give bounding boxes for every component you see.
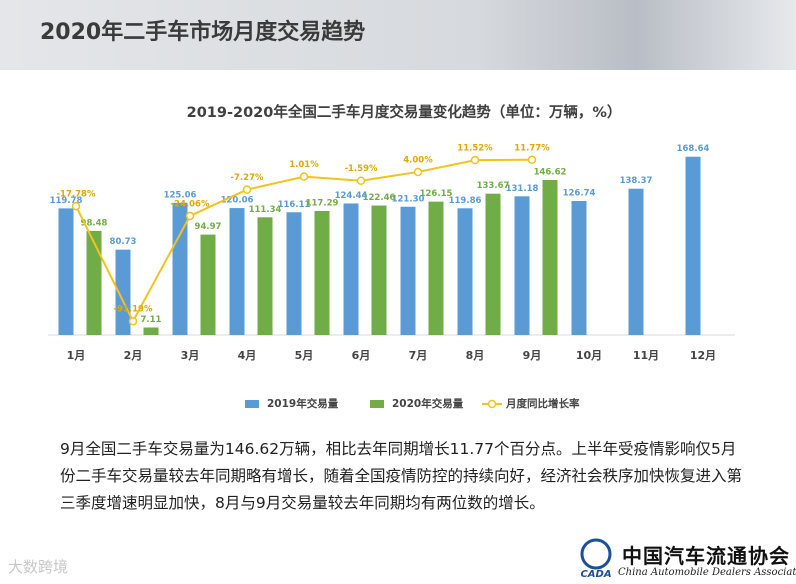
bar xyxy=(514,196,530,335)
growth-value-label: -91.19% xyxy=(114,305,153,315)
bar-value-label: 124.44 xyxy=(335,191,368,201)
bar xyxy=(371,205,387,335)
bar-value-label: 122.46 xyxy=(363,193,396,203)
growth-value-label: -24.06% xyxy=(171,199,210,209)
summary-paragraph: 9月全国二手车交易量为146.62万辆，相比去年同期增长11.77个百分点。上半… xyxy=(60,440,743,512)
bar-value-label: 120.06 xyxy=(221,196,254,206)
bar xyxy=(428,201,444,335)
bar xyxy=(542,180,558,335)
bar-value-label: 116.11 xyxy=(278,200,311,210)
x-tick-label: 11月 xyxy=(633,349,659,362)
logo-mark-text: CADA xyxy=(580,569,611,580)
growth-value-label: 1.01% xyxy=(289,160,319,170)
logo-name-en: China Automobile Dealers Association xyxy=(618,567,796,578)
growth-value-label: -17.78% xyxy=(57,190,96,200)
legend-label: 月度同比增长率 xyxy=(505,397,580,410)
bar xyxy=(343,203,359,335)
bar xyxy=(58,208,74,335)
bar xyxy=(571,201,587,335)
legend-label: 2019年交易量 xyxy=(267,397,339,410)
bar-value-label: 138.37 xyxy=(620,176,653,186)
growth-marker xyxy=(527,155,537,165)
logo-ring xyxy=(580,538,612,570)
bar xyxy=(257,217,273,335)
bar-value-label: 117.29 xyxy=(306,199,339,209)
bar-value-label: 125.06 xyxy=(164,190,197,200)
chart: 2019-2020年全国二手车月度交易量变化趋势（单位：万辆，%） 1月 2月 3月… xyxy=(48,103,735,410)
bar-value-label: 126.15 xyxy=(420,189,453,199)
growth-marker xyxy=(356,176,366,185)
x-tick-label: 5月 xyxy=(295,349,314,362)
growth-value-label: 4.00% xyxy=(403,155,433,165)
x-tick-label: 3月 xyxy=(181,349,200,362)
growth-value-label: -1.59% xyxy=(344,164,377,174)
bar xyxy=(485,193,501,335)
legend-label: 2020年交易量 xyxy=(392,397,464,410)
bar xyxy=(457,208,473,335)
growth-marker xyxy=(470,155,480,165)
x-tick-label: 10月 xyxy=(576,349,602,362)
bar xyxy=(115,249,131,335)
logo-name-cn: 中国汽车流通协会 xyxy=(622,544,790,568)
bar-value-label: 111.34 xyxy=(249,205,282,215)
x-tick-label: 7月 xyxy=(409,349,428,362)
x-tick-label: 4月 xyxy=(238,349,257,362)
x-tick-label: 2月 xyxy=(124,349,143,362)
bar xyxy=(229,208,245,335)
bar xyxy=(400,206,416,335)
growth-marker xyxy=(299,172,309,181)
bar xyxy=(143,327,159,335)
growth-value-label: 11.77% xyxy=(514,143,550,153)
logo-icon: CADA xyxy=(580,538,612,580)
growth-marker xyxy=(185,211,195,221)
bar xyxy=(172,202,188,335)
bar-value-label: 126.74 xyxy=(563,189,596,199)
growth-value-label: -7.27% xyxy=(230,173,263,183)
bar-value-label: 119.78 xyxy=(50,196,83,206)
bar xyxy=(314,211,330,335)
legend-swatch xyxy=(245,400,259,408)
bar-value-label: 133.67 xyxy=(477,181,510,191)
x-tick-label: 6月 xyxy=(352,349,371,362)
x-tick-label: 12月 xyxy=(690,349,716,362)
bar xyxy=(86,230,102,335)
page-title: 2020年二手车市场月度交易趋势 xyxy=(40,20,366,45)
bar xyxy=(286,212,302,335)
bar-value-label: 80.73 xyxy=(110,237,137,247)
x-tick-label: 9月 xyxy=(523,349,542,362)
legend-marker xyxy=(487,399,497,409)
legend-swatch xyxy=(370,400,384,408)
growth-marker xyxy=(242,185,252,194)
chart-title: 2019-2020年全国二手车月度交易量变化趋势（单位：万辆，%） xyxy=(187,103,622,121)
growth-marker xyxy=(71,201,81,211)
bar-value-label: 7.11 xyxy=(141,315,162,325)
bar xyxy=(200,234,216,335)
growth-value-label: 11.52% xyxy=(457,144,493,154)
growth-marker xyxy=(128,316,138,326)
x-tick-label: 1月 xyxy=(67,349,86,362)
bar xyxy=(685,156,701,335)
header-band: 2020年二手车市场月度交易趋势 xyxy=(0,0,796,70)
bar-value-label: 98.48 xyxy=(81,218,108,228)
bar-value-label: 168.64 xyxy=(677,144,710,154)
bar xyxy=(628,188,644,335)
bar-value-label: 119.86 xyxy=(449,196,482,206)
bar-value-label: 146.62 xyxy=(534,168,567,178)
watermark: 大数跨境 xyxy=(8,558,69,576)
bar-value-label: 94.97 xyxy=(195,222,222,232)
bar-value-label: 131.18 xyxy=(506,184,539,194)
growth-marker xyxy=(413,167,423,177)
x-tick-label: 8月 xyxy=(466,349,485,362)
bar-value-label: 121.30 xyxy=(392,194,425,204)
